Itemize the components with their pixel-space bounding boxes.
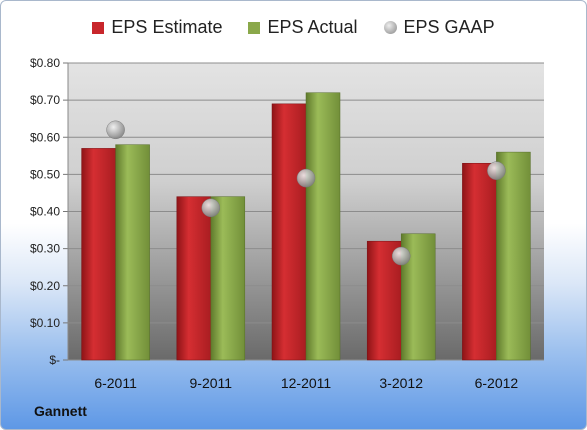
legend-swatch-gaap [383, 21, 397, 34]
y-tick-label: $0.60 [30, 130, 60, 144]
legend-label-gaap: EPS GAAP [403, 17, 495, 37]
bar-eps-estimate [271, 103, 307, 361]
point-eps-gaap [391, 246, 411, 266]
y-tick-label: $0.70 [30, 93, 60, 107]
bar-eps-estimate [176, 196, 212, 361]
point-eps-gaap [201, 198, 221, 218]
chart-legend: EPS Estimate EPS Actual EPS GAAP [1, 17, 586, 38]
y-tick-label: $0.30 [30, 242, 60, 256]
y-tick-label: $0.80 [30, 56, 60, 70]
y-tick-label: $0.40 [30, 205, 60, 219]
x-tick-label: 9-2011 [190, 375, 233, 391]
x-tick-label: 6-2011 [94, 375, 137, 391]
bar-eps-actual [210, 196, 246, 361]
y-tick-label: $- [49, 353, 60, 367]
bar-eps-estimate [462, 162, 497, 361]
legend-swatch-estimate [92, 21, 105, 34]
legend-label-estimate: EPS Estimate [111, 17, 223, 37]
legend-item-actual: EPS Actual [248, 17, 358, 38]
y-tick-label: $0.10 [30, 316, 60, 330]
legend-item-gaap: EPS GAAP [383, 17, 495, 38]
bar-eps-actual [305, 92, 341, 361]
bar-eps-estimate [81, 148, 116, 361]
y-tick-label: $0.50 [30, 167, 60, 181]
y-tick-label: $0.20 [30, 279, 60, 293]
point-eps-gaap [296, 168, 316, 188]
x-tick-label: 12-2011 [281, 375, 332, 391]
point-eps-gaap [487, 161, 506, 180]
point-eps-gaap [106, 120, 125, 140]
bar-eps-actual [496, 151, 531, 361]
bar-eps-actual [115, 144, 150, 361]
x-tick-label: 6-2012 [475, 375, 519, 391]
legend-label-actual: EPS Actual [267, 17, 358, 37]
x-tick-label: 3-2012 [379, 375, 423, 391]
legend-swatch-actual [248, 21, 261, 34]
legend-item-estimate: EPS Estimate [92, 17, 222, 38]
company-name: Gannett [34, 403, 87, 419]
